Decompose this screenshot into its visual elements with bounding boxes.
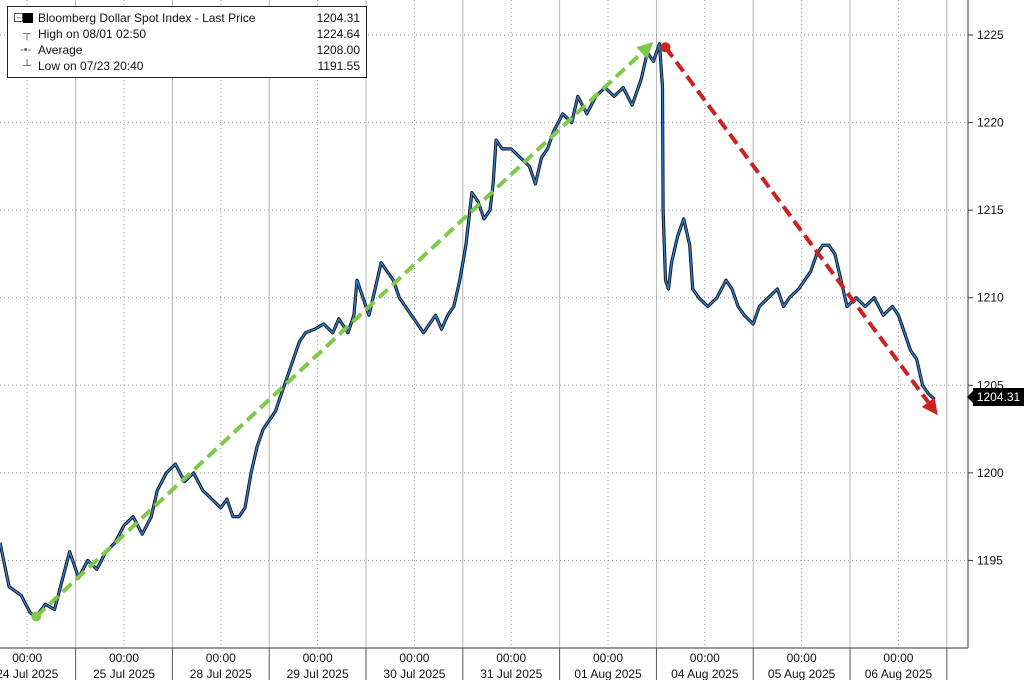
up-trend-arrow-start-dot bbox=[31, 611, 42, 622]
up-trend-arrow-shaft bbox=[34, 51, 644, 618]
x-tick-time: 00:00 bbox=[593, 651, 623, 665]
x-tick-date: 06 Aug 2025 bbox=[865, 667, 933, 680]
series-swatch-icon bbox=[23, 13, 33, 23]
x-tick-time: 00:00 bbox=[303, 651, 333, 665]
down-trend-arrow-start-dot bbox=[660, 42, 671, 53]
price-series bbox=[0, 42, 936, 619]
y-tick-label: 1220 bbox=[977, 116, 1004, 130]
up-trend-arrow-head bbox=[636, 42, 654, 59]
x-tick-time: 00:00 bbox=[787, 651, 817, 665]
x-tick-date: 30 Jul 2025 bbox=[383, 667, 445, 680]
x-tick-date: 28 Jul 2025 bbox=[190, 667, 252, 680]
x-tick-time: 00:00 bbox=[109, 651, 139, 665]
x-tick-time: 00:00 bbox=[399, 651, 429, 665]
legend-high-value: 1224.64 bbox=[316, 27, 360, 41]
x-tick-date: 01 Aug 2025 bbox=[574, 667, 642, 680]
x-tick-date: 05 Aug 2025 bbox=[768, 667, 836, 680]
legend-row-high: ┬ High on 08/01 02:50 1224.64 bbox=[14, 26, 360, 42]
chart-legend: − Bloomberg Dollar Spot Index - Last Pri… bbox=[7, 6, 367, 78]
series-line bbox=[0, 43, 936, 618]
y-tick-label: 1195 bbox=[977, 553, 1003, 567]
x-axis-ticks: 00:00 24 Jul 2025 00:00 25 Jul 2025 00:00 28 … bbox=[0, 648, 948, 680]
collapse-icon[interactable]: − bbox=[14, 13, 23, 22]
trend-arrows bbox=[31, 42, 938, 622]
x-tick-time: 00:00 bbox=[883, 651, 913, 665]
x-tick-date: 25 Jul 2025 bbox=[93, 667, 155, 680]
y-tick-label: 1225 bbox=[977, 28, 1004, 42]
legend-average-value: 1208.00 bbox=[316, 43, 360, 57]
horizontal-gridlines bbox=[0, 34, 968, 561]
down-trend-arrow-shaft bbox=[663, 46, 930, 404]
x-tick-date: 31 Jul 2025 bbox=[480, 667, 542, 680]
x-tick-time: 00:00 bbox=[206, 651, 236, 665]
x-tick-date: 24 Jul 2025 bbox=[0, 667, 59, 680]
x-tick-time: 00:00 bbox=[12, 651, 42, 665]
legend-low-value: 1191.55 bbox=[317, 59, 361, 73]
legend-high-label: High on 08/01 02:50 bbox=[38, 27, 147, 41]
x-tick-time: 00:00 bbox=[690, 651, 720, 665]
low-marker-icon: ┴ bbox=[14, 60, 31, 72]
x-tick-time: 00:00 bbox=[496, 651, 526, 665]
legend-title: Bloomberg Dollar Spot Index - Last Price bbox=[38, 11, 256, 25]
average-marker-icon: -•- bbox=[14, 44, 32, 56]
legend-last-value: 1204.31 bbox=[316, 11, 360, 25]
legend-low-label: Low on 07/23 20:40 bbox=[38, 59, 144, 73]
down-trend-arrow-head bbox=[921, 397, 938, 416]
legend-row-last-price: − Bloomberg Dollar Spot Index - Last Pri… bbox=[14, 10, 360, 26]
x-tick-date: 04 Aug 2025 bbox=[671, 667, 739, 680]
legend-average-label: Average bbox=[38, 43, 83, 57]
y-tick-label: 1215 bbox=[977, 203, 1004, 217]
legend-row-low: ┴ Low on 07/23 20:40 1191.55 bbox=[14, 58, 360, 74]
y-tick-label: 1210 bbox=[977, 291, 1004, 305]
y-tick-label: 1200 bbox=[977, 466, 1004, 480]
vertical-gridlines bbox=[26, 0, 948, 648]
last-price-tag: 1204.31 bbox=[967, 388, 1024, 406]
x-tick-date: 29 Jul 2025 bbox=[287, 667, 349, 680]
legend-row-average: -•- Average 1208.00 bbox=[14, 42, 360, 58]
high-marker-icon: ┬ bbox=[14, 28, 31, 40]
